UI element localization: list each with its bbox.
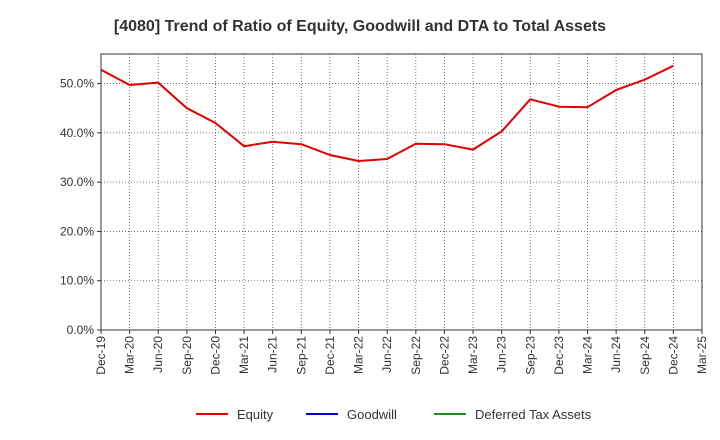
- x-tick-label: Mar-21: [237, 336, 251, 374]
- chart-title: [4080] Trend of Ratio of Equity, Goodwil…: [114, 18, 606, 35]
- y-tick-label: 0.0%: [67, 323, 95, 337]
- x-tick-label: Sep-20: [180, 336, 194, 375]
- legend-label-deferred-tax-assets: Deferred Tax Assets: [475, 407, 592, 422]
- x-tick-label: Dec-24: [666, 336, 680, 375]
- x-tick-label: Dec-20: [208, 336, 222, 375]
- series-layer: [100, 64, 674, 162]
- series-line-equity: [100, 64, 674, 162]
- x-tick-label: Jun-20: [151, 336, 165, 373]
- legend: Equity Goodwill Deferred Tax Assets: [196, 407, 592, 422]
- x-tick-label: Mar-23: [466, 336, 480, 374]
- x-tick-label: Jun-24: [609, 336, 623, 373]
- x-tick-label: Sep-24: [638, 336, 652, 375]
- x-tick-label: Jun-22: [380, 336, 394, 373]
- x-tick-label: Dec-21: [323, 336, 337, 375]
- x-tick-label: Mar-22: [352, 336, 366, 374]
- y-tick-label: 50.0%: [60, 77, 94, 91]
- x-tick-label: Mar-20: [123, 336, 137, 374]
- x-tick-label: Sep-22: [409, 336, 423, 375]
- legend-label-equity: Equity: [237, 407, 274, 422]
- plot-area: [100, 53, 703, 331]
- y-tick-label: 20.0%: [60, 224, 94, 238]
- y-tick-label: 30.0%: [60, 175, 94, 189]
- x-tick-label: Sep-23: [523, 336, 537, 375]
- x-tick-label: Sep-21: [294, 336, 308, 375]
- x-tick-label: Dec-19: [94, 336, 108, 375]
- grid-lines: [101, 54, 702, 330]
- x-tick-label: Jun-21: [266, 336, 280, 373]
- x-tick-label: Mar-24: [581, 336, 595, 374]
- y-tick-label: 10.0%: [60, 274, 94, 288]
- x-tick-label: Mar-25: [695, 336, 709, 374]
- x-tick-label: Dec-22: [437, 336, 451, 375]
- x-tick-label: Jun-23: [495, 336, 509, 373]
- legend-label-goodwill: Goodwill: [347, 407, 397, 422]
- y-axis: 0.0% 10.0% 20.0% 30.0% 40.0% 50.0%: [60, 77, 101, 337]
- x-tick-label: Dec-23: [552, 336, 566, 375]
- y-tick-label: 40.0%: [60, 126, 94, 140]
- x-axis: Dec-19 Mar-20 Jun-20 Sep-20 Dec-20 Mar-21 Jun-…: [94, 330, 709, 375]
